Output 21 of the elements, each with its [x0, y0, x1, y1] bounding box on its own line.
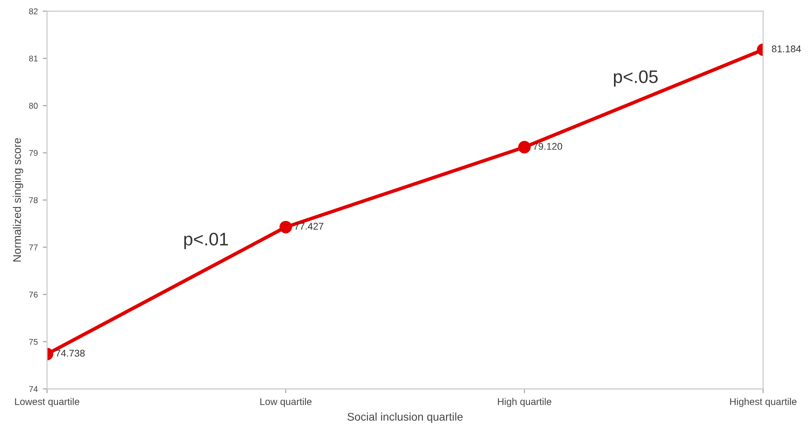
annotation: p<.05 [614, 70, 658, 87]
y-tick-label: 75 [29, 338, 38, 345]
x-tick-label: Lowest quartile [15, 398, 80, 407]
x-tick-label: High quartile [498, 398, 552, 407]
y-tick-label: 82 [29, 8, 38, 14]
x-tick-label: Highest quartile [730, 398, 796, 407]
y-tick-label: 79 [29, 150, 38, 156]
x-tick-label: Low quartile [260, 398, 312, 407]
data-label: 77.427 [294, 222, 324, 230]
y-tick-label: 76 [29, 292, 38, 298]
x-axis-title: Social inclusion quartile [348, 412, 463, 423]
data-label: 81.184 [772, 45, 801, 52]
y-tick-label: 77 [29, 244, 38, 250]
y-axis-title: Normalized singing score [12, 138, 24, 262]
y-tick-label: 74 [29, 386, 38, 392]
data-label: 74.738 [56, 350, 85, 357]
y-tick-label: 81 [29, 56, 38, 62]
data-label: 79.120 [533, 142, 562, 150]
y-tick-label: 78 [29, 197, 38, 204]
y-tick-label: 80 [29, 102, 38, 109]
annotation: p<.01 [184, 232, 228, 250]
